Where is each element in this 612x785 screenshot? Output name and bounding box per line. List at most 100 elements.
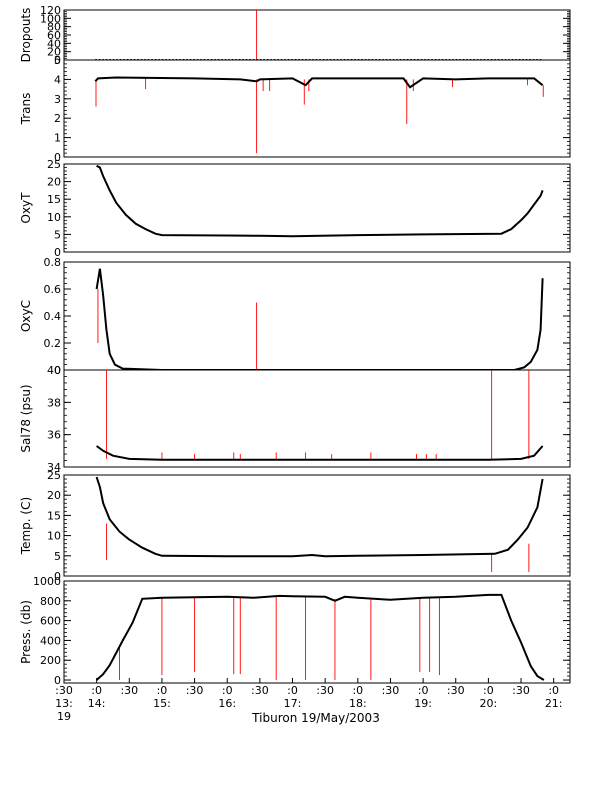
y-tick-label: 0 [54, 570, 61, 583]
x-tick-label: :0 [222, 684, 233, 697]
y-tick-label: 0 [54, 674, 61, 687]
x-tick-label: :30 [186, 684, 204, 697]
time-axis: :3013:19:014::30:015::30:016::30:017::30… [55, 678, 563, 723]
y-tick-label: 40 [47, 37, 61, 50]
x-tick-hour-label: 16: [218, 697, 236, 710]
panel-data [96, 164, 544, 238]
y-axis-label: Press. (db) [19, 600, 33, 664]
y-tick-label: 600 [40, 615, 61, 628]
y-tick-label: 60 [47, 29, 61, 42]
y-tick-label: 20 [47, 489, 61, 502]
panel-data [95, 476, 544, 572]
panel-6: 0 5 10 15 20 25 Temp. (C) [19, 469, 571, 583]
y-tick-label: 25 [47, 469, 61, 482]
y-tick-label: 4 [54, 73, 61, 86]
y-axis-label: OxyC [19, 300, 33, 332]
x-tick-hour-label: 17: [284, 697, 302, 710]
y-tick-label: 15 [47, 509, 61, 522]
panel-2: 0 1 2 3 4 5 Trans [19, 54, 571, 164]
y-axis-label: Sal78 (psu) [19, 384, 33, 452]
panel-data [95, 268, 544, 370]
x-tick-label: :30 [447, 684, 465, 697]
x-tick-label: :0 [352, 684, 363, 697]
x-tick-label: :30 [512, 684, 530, 697]
x-tick-label: :30 [55, 684, 73, 697]
y-tick-label: 2 [54, 112, 61, 125]
panel-3: 0 5 10 15 20 25 OxyT [19, 158, 571, 259]
y-tick-label: 0 [54, 54, 61, 67]
y-tick-label: 15 [47, 193, 61, 206]
y-tick-label: 0.6 [44, 283, 62, 296]
x-tick-hour-label: 15: [153, 697, 171, 710]
y-axis-label: Trans [19, 93, 33, 126]
panel-frame [63, 9, 571, 61]
x-tick-hour-label: 20: [480, 697, 498, 710]
y-tick-label: 38 [47, 396, 61, 409]
panels-group: 020406080100120Dropouts012345Trans051015… [19, 4, 571, 687]
y-tick-label: 800 [40, 595, 61, 608]
panel-data [95, 593, 545, 681]
y-tick-label: 0 [54, 364, 61, 377]
panel-4: 0 0.2 0.4 0.6 0.8 OxyC [19, 256, 571, 377]
y-tick-label: 25 [47, 158, 61, 171]
panel-data [94, 76, 544, 154]
panel-5: 34 36 38 40 Sal78 (psu) [19, 364, 571, 474]
x-tick-label: :0 [287, 684, 298, 697]
x-tick-label: :0 [91, 684, 102, 697]
panel-frame [63, 261, 571, 371]
x-tick-hour-label: 19: [414, 697, 432, 710]
x-tick-label: :0 [157, 684, 168, 697]
y-tick-label: 1000 [33, 575, 61, 588]
x-tick-hour-label: 18: [349, 697, 367, 710]
y-axis-label: Temp. (C) [19, 497, 33, 555]
series-line [95, 593, 545, 681]
y-tick-label: 0 [54, 151, 61, 164]
y-tick-label: 100 [40, 12, 61, 25]
series-line [96, 164, 544, 238]
x-tick-label: :0 [548, 684, 559, 697]
x-tick-label: :30 [251, 684, 269, 697]
y-tick-label: 0 [54, 246, 61, 259]
x-tick-label: :0 [418, 684, 429, 697]
y-axis-label: Dropouts [19, 8, 33, 63]
y-tick-label: 1 [54, 132, 61, 145]
y-tick-label: 36 [47, 429, 61, 442]
y-tick-label: 20 [47, 46, 61, 59]
series-line [96, 445, 544, 461]
y-tick-label: 20 [47, 176, 61, 189]
x-tick-label: :30 [316, 684, 334, 697]
x-tick-day-label: 19 [57, 710, 71, 723]
panel-frame [63, 59, 571, 158]
y-tick-label: 200 [40, 654, 61, 667]
y-tick-label: 3 [54, 93, 61, 106]
x-tick-hour-label: 13: [55, 697, 73, 710]
y-tick-label: 10 [47, 211, 61, 224]
y-tick-label: 5 [54, 54, 61, 67]
panel-data [95, 10, 543, 60]
y-axis-label: OxyT [19, 192, 33, 224]
x-tick-hour-label: 21: [545, 697, 563, 710]
y-tick-label: 40 [47, 364, 61, 377]
panel-frame [63, 163, 571, 253]
x-tick-label: :30 [382, 684, 400, 697]
y-tick-label: 5 [54, 228, 61, 241]
x-tick-label: :30 [120, 684, 138, 697]
panel-frame [63, 369, 571, 468]
y-tick-label: 80 [47, 21, 61, 34]
y-tick-label: 10 [47, 530, 61, 543]
y-tick-label: 5 [54, 550, 61, 563]
x-axis-label: Tiburon 19/May/2003 [251, 711, 380, 725]
panel-data [96, 370, 544, 461]
y-tick-label: 0.8 [44, 256, 62, 269]
y-tick-label: 0.2 [44, 337, 62, 350]
series-line [95, 268, 544, 370]
x-tick-hour-label: 14: [88, 697, 106, 710]
x-tick-label: :0 [483, 684, 494, 697]
series-line [94, 76, 544, 89]
y-tick-label: 0.4 [44, 310, 62, 323]
series-line [95, 476, 544, 558]
panel-frame [63, 580, 571, 684]
